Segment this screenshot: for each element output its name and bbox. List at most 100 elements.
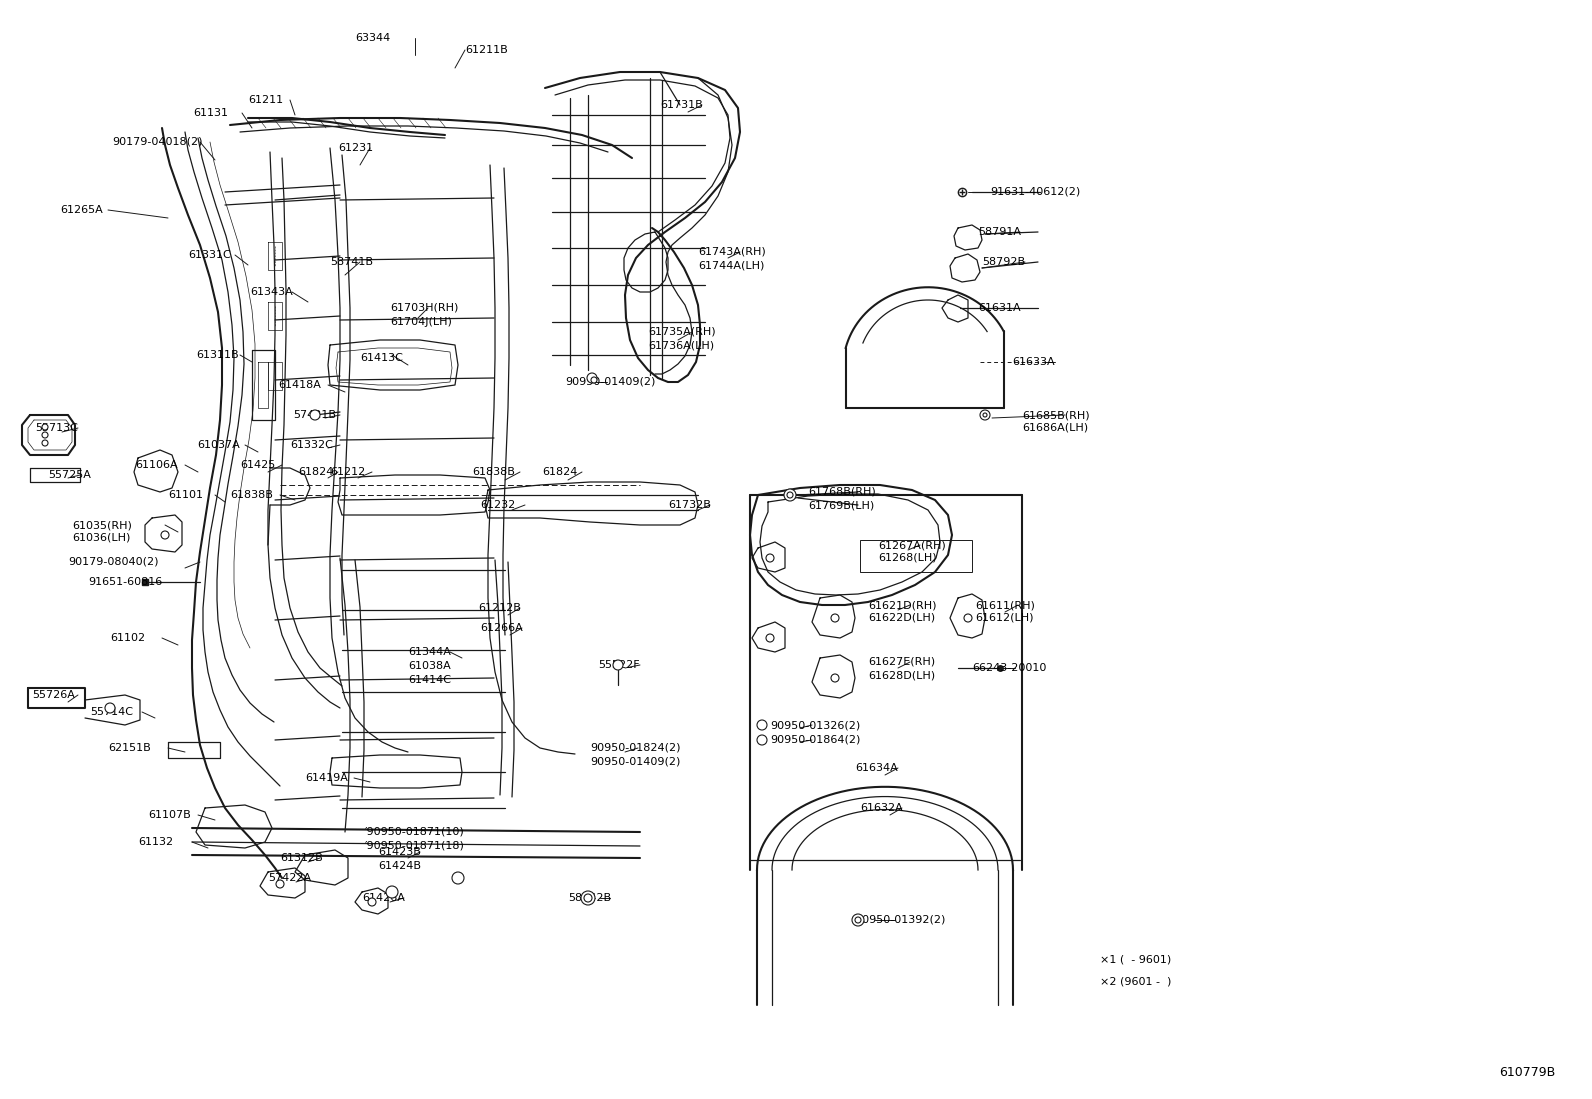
Text: 57422A: 57422A bbox=[267, 873, 310, 882]
Text: 61212: 61212 bbox=[330, 467, 365, 477]
Text: 61423B: 61423B bbox=[377, 847, 420, 857]
Text: 90950-01326(2): 90950-01326(2) bbox=[771, 720, 860, 730]
Text: 61732B: 61732B bbox=[669, 500, 712, 510]
Text: 61769B(LH): 61769B(LH) bbox=[809, 500, 874, 510]
Text: 55714C: 55714C bbox=[91, 707, 134, 717]
Circle shape bbox=[581, 891, 595, 904]
Text: ′90950-01871(10): ′90950-01871(10) bbox=[365, 828, 465, 837]
Text: 55713C: 55713C bbox=[35, 423, 78, 433]
Circle shape bbox=[766, 634, 774, 642]
Text: 61425: 61425 bbox=[240, 460, 275, 470]
Text: 61731B: 61731B bbox=[661, 100, 702, 110]
Text: 61768B(RH): 61768B(RH) bbox=[809, 487, 876, 497]
Text: ×2 (9601 -  ): ×2 (9601 - ) bbox=[1100, 977, 1172, 987]
Text: 61735A(RH): 61735A(RH) bbox=[648, 328, 716, 337]
Text: 61824: 61824 bbox=[541, 467, 578, 477]
Text: 55522F: 55522F bbox=[599, 660, 640, 670]
Text: 61266A: 61266A bbox=[481, 623, 522, 633]
Circle shape bbox=[161, 531, 169, 539]
Text: 61312B: 61312B bbox=[280, 853, 323, 863]
Text: 61611(RH): 61611(RH) bbox=[974, 600, 1035, 610]
Text: 55725A: 55725A bbox=[48, 470, 91, 480]
Text: 91631-40612(2): 91631-40612(2) bbox=[990, 187, 1081, 197]
Circle shape bbox=[385, 886, 398, 898]
Text: 61268(LH): 61268(LH) bbox=[879, 553, 936, 563]
Text: 90950-01824(2): 90950-01824(2) bbox=[591, 743, 680, 753]
Circle shape bbox=[310, 410, 320, 420]
Text: 61231: 61231 bbox=[338, 143, 373, 153]
Text: 61036(LH): 61036(LH) bbox=[72, 533, 131, 543]
Circle shape bbox=[584, 893, 592, 902]
Circle shape bbox=[368, 898, 376, 906]
Circle shape bbox=[852, 914, 864, 926]
Circle shape bbox=[587, 373, 597, 382]
Text: 61101: 61101 bbox=[169, 490, 204, 500]
Text: 58741B: 58741B bbox=[330, 257, 373, 267]
Text: 61628D(LH): 61628D(LH) bbox=[868, 670, 935, 680]
Text: ×1 (  - 9601): ×1 ( - 9601) bbox=[1100, 955, 1172, 965]
Text: 90179-04018(2): 90179-04018(2) bbox=[111, 137, 202, 147]
Text: 61232: 61232 bbox=[481, 500, 516, 510]
Text: 61634A: 61634A bbox=[855, 763, 898, 773]
Text: 61132: 61132 bbox=[139, 837, 174, 847]
Text: 90179-08040(2): 90179-08040(2) bbox=[68, 557, 159, 567]
Circle shape bbox=[105, 703, 115, 713]
Text: 61102: 61102 bbox=[110, 633, 145, 643]
Circle shape bbox=[982, 413, 987, 417]
Text: 61343A: 61343A bbox=[250, 287, 293, 297]
Text: 61686A(LH): 61686A(LH) bbox=[1022, 423, 1087, 433]
Text: 61107B: 61107B bbox=[148, 810, 191, 820]
Text: 61419A: 61419A bbox=[306, 773, 349, 782]
Circle shape bbox=[965, 614, 973, 622]
Circle shape bbox=[41, 424, 48, 430]
Text: 61035(RH): 61035(RH) bbox=[72, 520, 132, 530]
Text: 55726A: 55726A bbox=[32, 690, 75, 700]
Text: 61685B(RH): 61685B(RH) bbox=[1022, 410, 1089, 420]
Text: 61622D(LH): 61622D(LH) bbox=[868, 613, 935, 623]
Text: 61612(LH): 61612(LH) bbox=[974, 613, 1033, 623]
Circle shape bbox=[41, 440, 48, 446]
Circle shape bbox=[786, 492, 793, 498]
Text: 61824: 61824 bbox=[298, 467, 333, 477]
Text: 61418A: 61418A bbox=[279, 380, 322, 390]
Text: 61743A(RH): 61743A(RH) bbox=[697, 247, 766, 257]
Text: 90950-01409(2): 90950-01409(2) bbox=[565, 377, 656, 387]
Text: 61037A: 61037A bbox=[197, 440, 240, 449]
Text: 61631A: 61631A bbox=[977, 303, 1020, 313]
Text: 61621D(RH): 61621D(RH) bbox=[868, 600, 936, 610]
Text: 63344: 63344 bbox=[355, 33, 390, 43]
Text: 61703H(RH): 61703H(RH) bbox=[390, 303, 458, 313]
Circle shape bbox=[855, 917, 861, 923]
Text: 61838B: 61838B bbox=[229, 490, 272, 500]
Circle shape bbox=[41, 432, 48, 439]
Circle shape bbox=[783, 489, 796, 501]
Circle shape bbox=[831, 674, 839, 682]
Text: 61704J(LH): 61704J(LH) bbox=[390, 317, 452, 328]
Circle shape bbox=[758, 735, 767, 745]
Text: 61106A: 61106A bbox=[135, 460, 178, 470]
Text: 58792B: 58792B bbox=[982, 257, 1025, 267]
Text: 61265A: 61265A bbox=[60, 206, 103, 215]
Text: 61838B: 61838B bbox=[471, 467, 514, 477]
Text: 90950-01392(2): 90950-01392(2) bbox=[855, 915, 946, 925]
Text: 61632A: 61632A bbox=[860, 803, 903, 813]
Text: 61331C: 61331C bbox=[188, 249, 231, 260]
Text: 61038A: 61038A bbox=[408, 660, 451, 671]
Circle shape bbox=[613, 660, 622, 670]
Text: 61744A(LH): 61744A(LH) bbox=[697, 260, 764, 270]
Text: 61413C: 61413C bbox=[360, 353, 403, 363]
Circle shape bbox=[766, 554, 774, 562]
Text: 61627E(RH): 61627E(RH) bbox=[868, 657, 935, 667]
Bar bbox=[860, 540, 973, 571]
Text: 61267A(RH): 61267A(RH) bbox=[879, 540, 946, 550]
Text: 66243-20010: 66243-20010 bbox=[973, 663, 1046, 673]
Circle shape bbox=[758, 720, 767, 730]
Text: 58791A: 58791A bbox=[977, 227, 1020, 237]
Circle shape bbox=[452, 872, 463, 884]
Text: 61211: 61211 bbox=[248, 95, 283, 106]
Text: 610779B: 610779B bbox=[1498, 1066, 1555, 1078]
Text: 62151B: 62151B bbox=[108, 743, 151, 753]
Text: 61212B: 61212B bbox=[478, 603, 521, 613]
Circle shape bbox=[591, 377, 597, 382]
Text: 61633A: 61633A bbox=[1013, 357, 1054, 367]
